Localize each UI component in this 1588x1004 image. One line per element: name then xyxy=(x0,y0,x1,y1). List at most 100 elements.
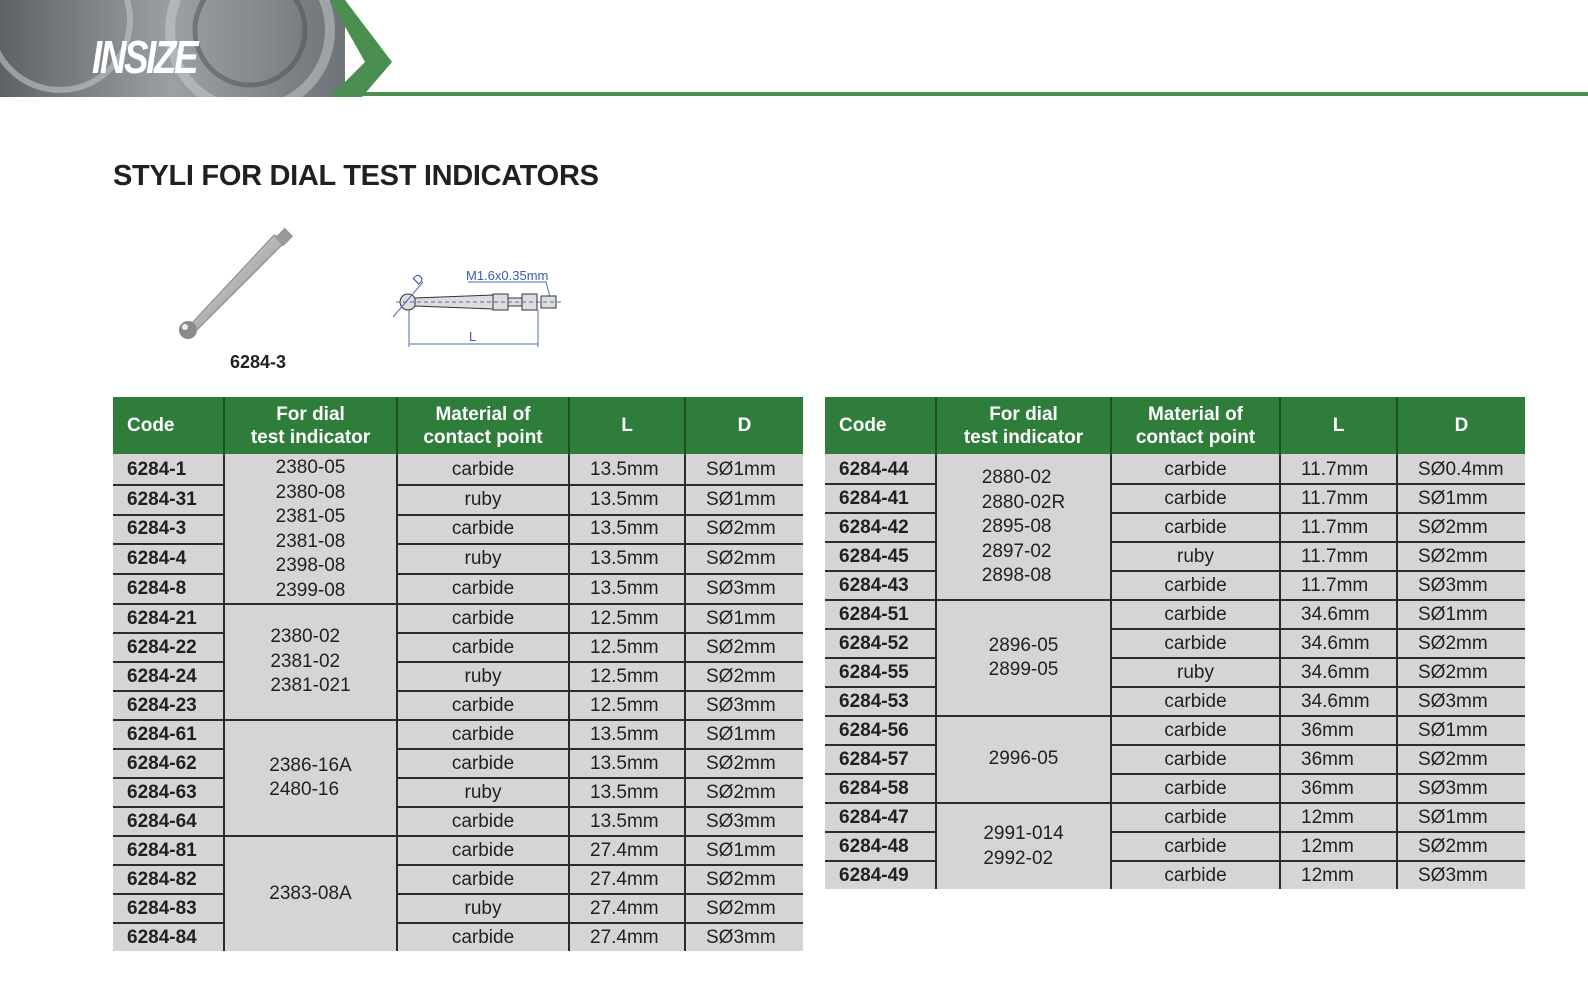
table-row: 6284-1 2380-05 2380-08 2381-05 2381-08 2398-0… xyxy=(113,454,803,604)
indicator-model: 2897-02 xyxy=(981,540,1052,562)
styli-table-left: Code For dial test indicator Material of con… xyxy=(113,397,803,951)
diameter-cell: SØ2mm xyxy=(684,543,803,575)
indicator-model: 2381-02 xyxy=(270,650,341,672)
header-code: Code xyxy=(113,397,224,455)
diameter-cell: SØ3mm xyxy=(1396,686,1525,716)
stylus-photo xyxy=(179,227,294,339)
length-cell: 27.4mm xyxy=(568,864,685,894)
diameter-cell: SØ2mm xyxy=(684,513,803,545)
length-cell: 13.5mm xyxy=(568,777,685,807)
code-cell: 6284-8 xyxy=(113,573,224,604)
length-cell: 27.4mm xyxy=(568,893,685,923)
header-diameter: D xyxy=(1396,397,1525,455)
material-cell: carbide xyxy=(396,603,569,633)
table-row: 6284-24 ruby 12.5mm SØ2mm xyxy=(113,661,803,691)
code-cell: 6284-61 xyxy=(113,719,224,749)
table-row: 6284-51 2896-05 2899-05 carbide 34.6mm SØ1mm xyxy=(825,599,1525,716)
table-row: 6284-81 2383-08A carbide 27.4mm SØ1mm xyxy=(113,835,803,951)
table-row: 6284-41 carbide 11.7mm SØ1mm xyxy=(825,483,1525,513)
indicator-model: 2381-05 xyxy=(275,506,346,527)
length-cell: 13.5mm xyxy=(568,513,685,545)
diameter-cell: SØ2mm xyxy=(684,661,803,691)
header-length: L xyxy=(1279,397,1397,455)
code-cell: 6284-1 xyxy=(113,454,224,485)
styli-table-right: Code For dial test indicator Material of con… xyxy=(825,397,1525,889)
material-cell: carbide xyxy=(1110,860,1280,889)
material-cell: carbide xyxy=(1110,744,1280,774)
code-cell: 6284-52 xyxy=(825,628,936,658)
length-cell: 11.7mm xyxy=(1279,570,1397,600)
length-cell: 12mm xyxy=(1279,860,1397,889)
table-row: 6284-56 2996-05 carbide 36mm SØ1mm xyxy=(825,715,1525,803)
indicator-model: 2380-08 xyxy=(275,481,346,503)
material-cell: carbide xyxy=(1110,773,1280,803)
table-row: 6284-42 carbide 11.7mm SØ2mm xyxy=(825,512,1525,542)
diameter-cell: SØ3mm xyxy=(684,806,803,836)
indicator-model: 2399-08 xyxy=(275,579,346,601)
length-cell: 12.5mm xyxy=(568,661,685,691)
indicator-model: 2480-16 xyxy=(269,779,340,800)
length-cell: 12mm xyxy=(1279,802,1397,832)
indicator-model: 2380-05 xyxy=(275,457,346,478)
header-material: Material of contact point xyxy=(396,397,569,455)
material-cell: ruby xyxy=(396,777,569,807)
diameter-cell: SØ3mm xyxy=(1396,773,1525,803)
header-indicator: For dial test indicator xyxy=(223,397,397,455)
diameter-cell: SØ1mm xyxy=(1396,599,1525,629)
material-cell: carbide xyxy=(396,748,569,778)
length-cell: 34.6mm xyxy=(1279,657,1397,687)
material-cell: carbide xyxy=(396,573,569,604)
code-cell: 6284-63 xyxy=(113,777,224,807)
material-cell: carbide xyxy=(1110,454,1280,484)
indicator-model: 2880-02 xyxy=(981,467,1052,489)
material-cell: ruby xyxy=(396,483,569,515)
header-row: Code For dial test indicator Material of con… xyxy=(825,397,1525,455)
length-cell: 11.7mm xyxy=(1279,512,1397,542)
header-length: L xyxy=(568,397,685,455)
table-row: 6284-22 carbide 12.5mm SØ2mm xyxy=(113,632,803,662)
diameter-cell: SØ2mm xyxy=(684,748,803,778)
material-cell: carbide xyxy=(1110,628,1280,658)
diameter-cell: SØ1mm xyxy=(684,483,803,515)
table-row: 6284-53 carbide 34.6mm SØ3mm xyxy=(825,686,1525,716)
material-cell: carbide xyxy=(1110,483,1280,513)
insize-logo: INSIZE xyxy=(92,31,199,83)
code-cell: 6284-56 xyxy=(825,715,936,745)
thread-label: M1.6x0.35mm xyxy=(466,268,548,283)
diameter-cell: SØ2mm xyxy=(1396,657,1525,687)
indicator-model: 2992-02 xyxy=(983,847,1054,869)
diameter-cell: SØ1mm xyxy=(1396,483,1525,513)
length-cell: 34.6mm xyxy=(1279,599,1397,629)
code-cell: 6284-81 xyxy=(113,835,224,865)
length-label: L xyxy=(469,329,476,344)
length-cell: 27.4mm xyxy=(568,922,685,951)
diameter-cell: SØ2mm xyxy=(1396,541,1525,571)
material-cell: carbide xyxy=(1110,831,1280,861)
code-cell: 6284-21 xyxy=(113,603,224,633)
code-cell: 6284-55 xyxy=(825,657,936,687)
material-cell: ruby xyxy=(1110,657,1280,687)
table-row: 6284-44 2880-02 2880-02R 2895-08 2897-02 2898… xyxy=(825,454,1525,600)
length-cell: 13.5mm xyxy=(568,543,685,575)
table-row: 6284-31 ruby 13.5mm SØ1mm xyxy=(113,483,803,515)
indicator-model: 2386-16A xyxy=(269,754,352,776)
diameter-cell: SØ2mm xyxy=(684,632,803,662)
diameter-cell: SØ3mm xyxy=(684,690,803,720)
code-cell: 6284-62 xyxy=(113,748,224,778)
diameter-cell: SØ3mm xyxy=(1396,570,1525,600)
indicator-model: 2991-014 xyxy=(983,823,1064,844)
indicator-model: 2381-08 xyxy=(275,530,346,552)
table-row: 6284-3 carbide 13.5mm SØ2mm xyxy=(113,513,803,545)
length-cell: 13.5mm xyxy=(568,454,685,485)
material-cell: carbide xyxy=(396,632,569,662)
indicator-cell: 2380-02 2381-02 2381-021 xyxy=(223,603,397,720)
code-cell: 6284-84 xyxy=(113,922,224,951)
length-cell: 34.6mm xyxy=(1279,628,1397,658)
indicator-model: 2899-05 xyxy=(988,659,1059,680)
table-row: 6284-49 carbide 12mm SØ3mm xyxy=(825,860,1525,889)
table-row: 6284-82 carbide 27.4mm SØ2mm xyxy=(113,864,803,894)
diameter-cell: SØ0.4mm xyxy=(1396,454,1525,484)
indicator-cell: 2386-16A 2480-16 xyxy=(223,719,397,836)
material-cell: carbide xyxy=(396,922,569,951)
indicator-model: 2996-05 xyxy=(988,748,1059,770)
